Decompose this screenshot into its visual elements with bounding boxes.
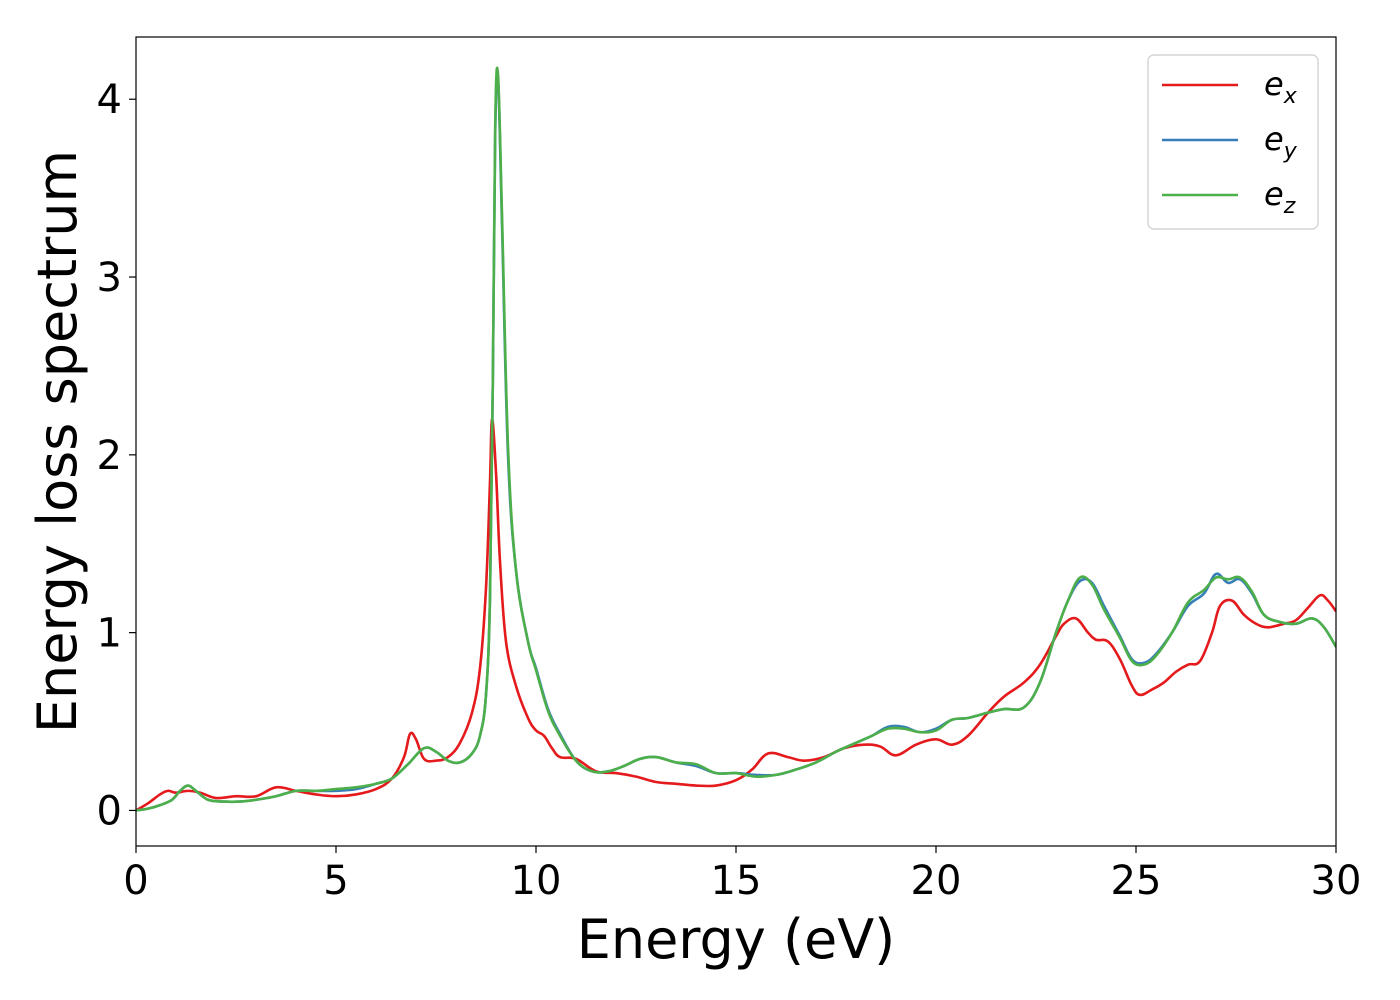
x-tick-label: 5	[323, 858, 348, 904]
x-tick-label: 0	[123, 858, 148, 904]
x-axis-ticks: 0 5 10 15 20 25 30	[123, 846, 1361, 904]
legend-label-y: ey	[1264, 120, 1298, 164]
x-tick-label: 30	[1311, 858, 1362, 904]
x-tick-label: 10	[511, 858, 562, 904]
y-tick-label: 4	[97, 77, 122, 123]
y-axis-ticks: 0 1 2 3 4	[97, 77, 136, 834]
y-tick-label: 0	[97, 788, 122, 834]
series-line-x	[136, 417, 1336, 812]
x-tick-label: 15	[711, 858, 762, 904]
series-line-z	[136, 66, 1336, 812]
x-tick-label: 20	[911, 858, 962, 904]
y-axis-title: Energy loss spectrum	[26, 150, 89, 733]
legend-label-x: ex	[1264, 65, 1298, 109]
y-tick-label: 2	[97, 433, 122, 479]
legend-box	[1147, 54, 1319, 230]
y-tick-label: 3	[97, 255, 122, 301]
x-tick-label: 25	[1111, 858, 1162, 904]
x-axis-title: Energy (eV)	[577, 908, 896, 971]
legend-label-z: ez	[1264, 175, 1296, 219]
y-tick-label: 1	[97, 611, 122, 657]
legend: ex ey ez	[1147, 54, 1319, 230]
plot-lines	[136, 66, 1336, 812]
